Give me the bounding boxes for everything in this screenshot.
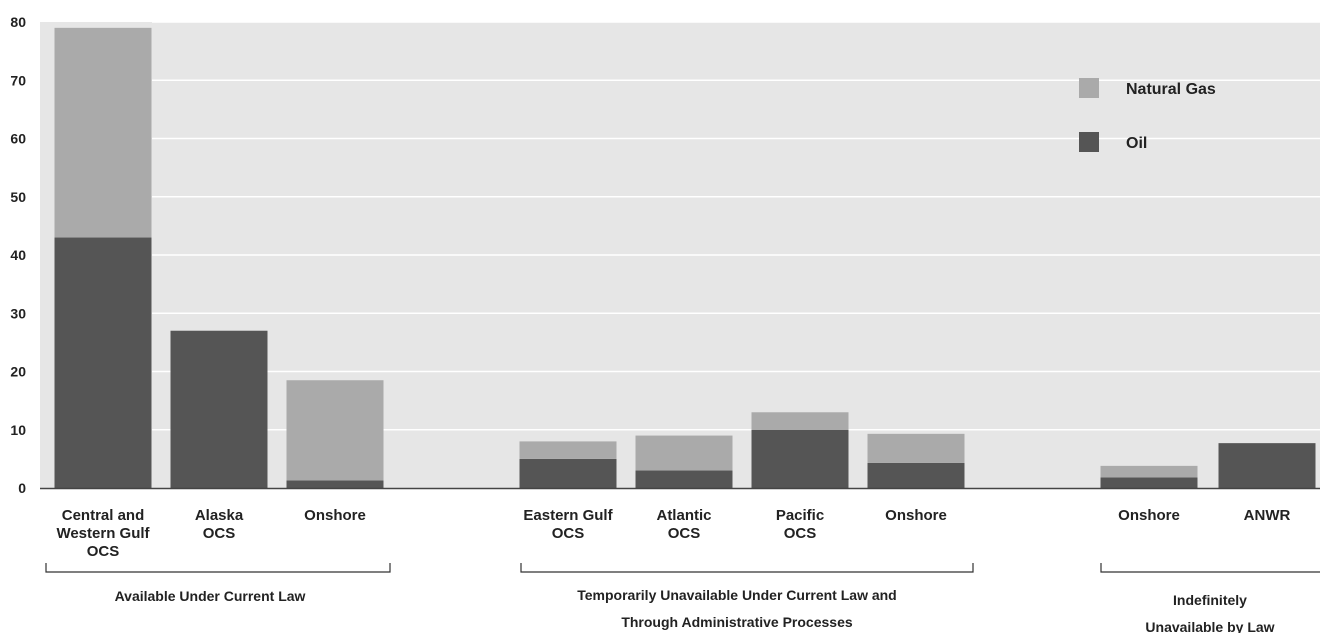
y-tick-label: 50 <box>10 189 26 205</box>
category-label: Western Gulf <box>56 525 150 542</box>
category-label: OCS <box>668 525 701 542</box>
group-label: Through Administrative Processes <box>621 614 853 630</box>
category-label: ANWR <box>1244 507 1291 524</box>
bar-natural-gas <box>519 441 617 459</box>
legend-swatch-natural-gas <box>1079 78 1099 98</box>
category-label: Pacific <box>776 507 824 524</box>
category-label: Onshore <box>304 507 366 524</box>
group-label: Available Under Current Law <box>115 588 306 604</box>
category-label: OCS <box>784 525 817 542</box>
y-axis: 0 10 20 30 40 50 60 70 80 <box>10 14 26 496</box>
group-brackets: Available Under Current Law Temporarily U… <box>45 563 1320 633</box>
bar-oil <box>635 470 733 488</box>
y-tick-label: 60 <box>10 131 26 147</box>
bar-oil <box>54 237 152 488</box>
group-bracket <box>1100 563 1320 573</box>
bar-oil <box>867 462 965 488</box>
category-label: Onshore <box>885 507 947 524</box>
y-tick-label: 40 <box>10 247 26 263</box>
bar-oil <box>170 330 268 488</box>
group-label: Indefinitely <box>1173 592 1247 608</box>
y-tick-label: 30 <box>10 305 26 321</box>
bar-natural-gas <box>635 435 733 471</box>
bar-natural-gas <box>1100 465 1198 478</box>
bar-oil <box>751 429 849 488</box>
category-label: OCS <box>203 525 236 542</box>
category-label: Onshore <box>1118 507 1180 524</box>
category-label: OCS <box>552 525 585 542</box>
legend-label: Oil <box>1126 135 1147 152</box>
bars <box>54 27 1316 488</box>
y-tick-label: 0 <box>18 480 26 496</box>
bar-oil <box>519 458 617 488</box>
group-bracket <box>520 563 974 573</box>
bar-oil <box>1100 477 1198 488</box>
group-label: Unavailable by Law <box>1145 619 1274 633</box>
category-label: Alaska <box>195 507 244 524</box>
bar-oil <box>286 480 384 488</box>
bar-natural-gas <box>54 27 152 238</box>
legend-label: Natural Gas <box>1126 81 1216 98</box>
bar-natural-gas <box>751 412 849 430</box>
y-tick-label: 20 <box>10 364 26 380</box>
bar-oil <box>1218 443 1316 488</box>
group-bracket <box>45 563 391 573</box>
category-label: Eastern Gulf <box>523 507 613 524</box>
bar-natural-gas <box>286 380 384 481</box>
group-label: Temporarily Unavailable Under Current La… <box>577 587 896 603</box>
legend: Natural Gas Oil <box>1079 78 1216 152</box>
y-tick-label: 80 <box>10 14 26 30</box>
y-tick-label: 10 <box>10 422 26 438</box>
bar-natural-gas <box>867 433 965 463</box>
y-tick-label: 70 <box>10 72 26 88</box>
category-label: OCS <box>87 543 120 560</box>
category-label: Central and <box>62 507 145 524</box>
category-label: Atlantic <box>656 507 711 524</box>
legend-swatch-oil <box>1079 132 1099 152</box>
